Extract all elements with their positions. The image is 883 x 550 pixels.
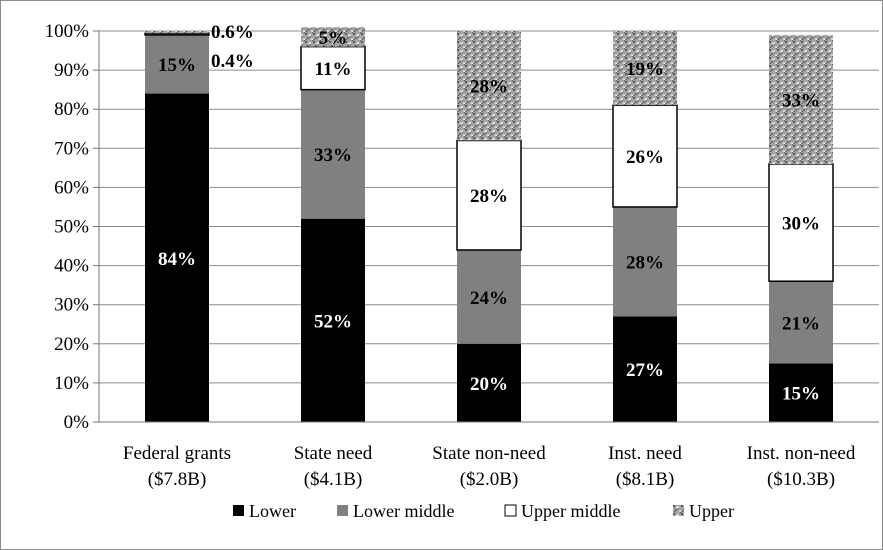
data-labels: 84% 15% 0.4% 0.6% 52% 33% 11% 5% 20% 24% 28% 28% 27%…: [158, 22, 820, 405]
bar-segment: [457, 31, 521, 141]
data-label: 15%: [782, 384, 820, 405]
bar-segment: [457, 249, 521, 344]
data-label: 27%: [626, 360, 664, 381]
bar-segment: [613, 316, 677, 422]
y-tick-label: 20%: [54, 334, 89, 355]
data-label: 33%: [314, 145, 352, 166]
data-label: 21%: [782, 313, 820, 334]
legend-swatch: [337, 505, 348, 516]
data-label: 30%: [782, 214, 820, 235]
y-tick-label: 30%: [54, 295, 89, 316]
data-label: 84%: [158, 249, 196, 270]
x-category-label: State non-need: [432, 443, 546, 464]
bar-segment: [769, 363, 833, 422]
y-tick-label: 50%: [54, 217, 89, 238]
data-label: 19%: [626, 59, 664, 80]
y-tick-label: 10%: [54, 373, 89, 394]
data-label: 33%: [782, 90, 820, 111]
bar-segment: [613, 31, 677, 106]
x-category-label: Inst. non-need: [747, 443, 856, 464]
y-tick-label: 0%: [64, 412, 90, 433]
bar-segment: [457, 343, 521, 422]
data-label: 5%: [319, 28, 348, 49]
bar-segment: [145, 93, 209, 422]
bar-segment: [145, 31, 209, 34]
data-label: 28%: [470, 77, 508, 98]
data-label: 28%: [626, 253, 664, 274]
legend: Lower Lower middle Upper middle Upper: [233, 501, 734, 521]
y-tick-label: 80%: [54, 99, 89, 120]
legend-label: Lower middle: [353, 501, 454, 521]
bar-segment: [613, 206, 677, 317]
data-label: 20%: [470, 374, 508, 395]
legend-label: Lower: [249, 501, 296, 521]
x-category-label: State need: [294, 443, 373, 464]
bar-segment: [301, 218, 365, 422]
bars: [144, 27, 834, 422]
y-tick-label: 90%: [54, 60, 89, 81]
bar-segment: [769, 281, 833, 364]
legend-label: Upper middle: [521, 501, 620, 521]
bar-segment: [144, 32, 210, 36]
legend-swatch: [673, 505, 684, 516]
data-label: 11%: [315, 59, 352, 80]
bar-segment: [300, 45, 366, 91]
data-label: 0.6%: [211, 22, 254, 43]
data-label: 26%: [626, 147, 664, 168]
y-tick-label: 100%: [45, 21, 90, 42]
bar-segment: [301, 27, 365, 47]
x-category-label: ($10.3B): [767, 469, 835, 490]
bar-segment: [145, 34, 209, 94]
legend-label: Upper: [689, 501, 734, 521]
data-label: 52%: [314, 311, 352, 332]
axes: 0% 10% 20% 30% 40% 50% 60% 70% 80% 90% 100% Federal…: [45, 21, 879, 490]
bar-segment: [612, 104, 678, 208]
x-category-label: Federal grants: [123, 443, 231, 464]
bar-segment: [768, 163, 834, 282]
x-category-label: ($7.8B): [148, 469, 207, 490]
bar-segment: [301, 89, 365, 219]
x-category-label: ($2.0B): [460, 469, 519, 490]
y-tick-label: 70%: [54, 138, 89, 159]
y-tick-label: 40%: [54, 256, 89, 277]
bar-segment: [769, 34, 833, 164]
data-label: 0.4%: [211, 51, 254, 72]
data-label: 24%: [470, 288, 508, 309]
bar-segment: [456, 139, 522, 251]
y-tick-label: 60%: [54, 177, 89, 198]
x-category-label: Inst. need: [608, 443, 682, 464]
x-category-label: ($8.1B): [616, 469, 675, 490]
legend-swatch: [504, 504, 517, 517]
data-label: 15%: [158, 55, 196, 76]
x-category-label: ($4.1B): [304, 469, 363, 490]
legend-swatch: [233, 505, 244, 516]
data-label: 28%: [470, 186, 508, 207]
